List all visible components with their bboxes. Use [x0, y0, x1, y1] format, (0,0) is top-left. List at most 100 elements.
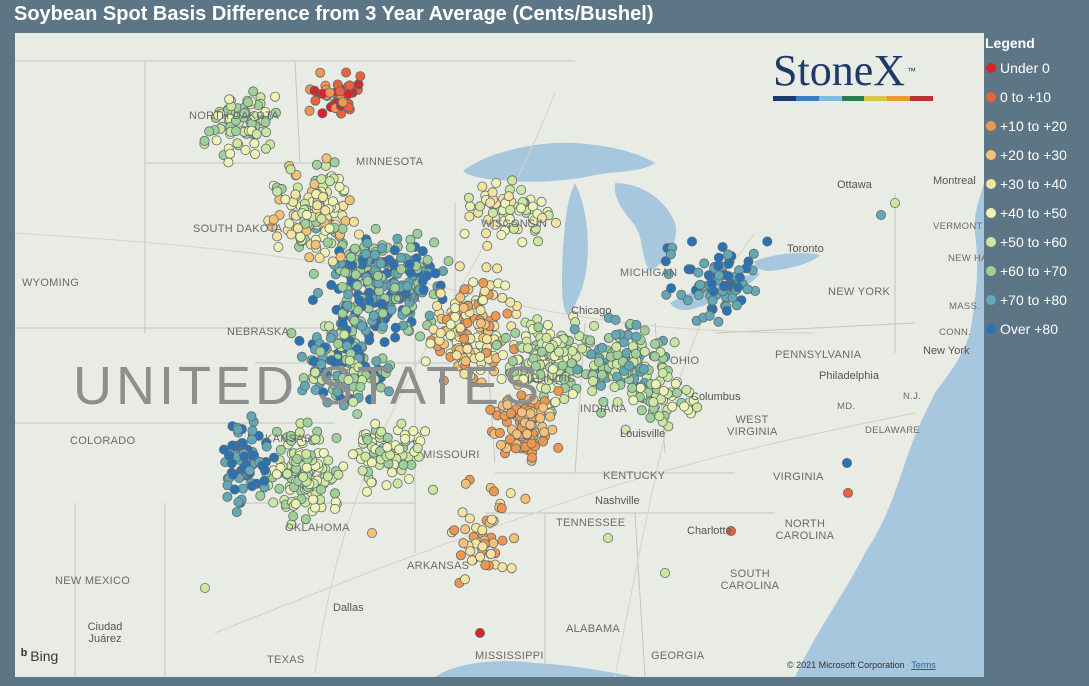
basis-point[interactable]: [635, 382, 646, 393]
basis-point[interactable]: [310, 239, 321, 250]
basis-point[interactable]: [312, 287, 323, 298]
legend-item[interactable]: +70 to +80: [984, 285, 1089, 314]
basis-point[interactable]: [731, 300, 742, 311]
basis-point[interactable]: [257, 460, 268, 471]
basis-point[interactable]: [350, 269, 361, 280]
basis-point[interactable]: [663, 269, 674, 280]
basis-point[interactable]: [343, 289, 354, 300]
basis-point[interactable]: [268, 497, 279, 508]
basis-point[interactable]: [329, 503, 340, 514]
basis-point[interactable]: [280, 194, 291, 205]
basis-point[interactable]: [337, 97, 348, 108]
basis-point[interactable]: [512, 379, 523, 390]
basis-point[interactable]: [511, 429, 522, 440]
basis-point[interactable]: [349, 243, 360, 254]
basis-point[interactable]: [506, 563, 517, 574]
basis-point[interactable]: [638, 364, 649, 375]
basis-point[interactable]: [261, 441, 272, 452]
basis-point[interactable]: [315, 346, 326, 357]
basis-point[interactable]: [304, 105, 315, 116]
basis-point[interactable]: [726, 525, 737, 536]
basis-point[interactable]: [382, 363, 393, 374]
basis-point[interactable]: [246, 434, 257, 445]
basis-point[interactable]: [333, 338, 344, 349]
basis-point[interactable]: [317, 108, 328, 119]
basis-point[interactable]: [392, 233, 403, 244]
basis-point[interactable]: [249, 111, 260, 122]
basis-point[interactable]: [530, 360, 541, 371]
basis-point[interactable]: [321, 153, 332, 164]
basis-point[interactable]: [290, 189, 301, 200]
legend-item[interactable]: +40 to +50: [984, 198, 1089, 227]
basis-point[interactable]: [505, 488, 516, 499]
basis-point[interactable]: [382, 432, 393, 443]
basis-point[interactable]: [890, 197, 901, 208]
basis-point[interactable]: [360, 451, 371, 462]
basis-point[interactable]: [459, 574, 470, 585]
basis-point[interactable]: [480, 560, 491, 571]
basis-point[interactable]: [226, 458, 237, 469]
basis-point[interactable]: [672, 387, 683, 398]
basis-point[interactable]: [323, 321, 334, 332]
basis-point[interactable]: [271, 426, 282, 437]
basis-point[interactable]: [713, 316, 724, 327]
basis-point[interactable]: [527, 452, 538, 463]
basis-point[interactable]: [230, 126, 241, 137]
basis-point[interactable]: [454, 261, 465, 272]
basis-point[interactable]: [550, 396, 561, 407]
basis-point[interactable]: [222, 491, 233, 502]
basis-point[interactable]: [369, 374, 380, 385]
basis-point[interactable]: [548, 364, 559, 375]
basis-point[interactable]: [723, 249, 734, 260]
basis-point[interactable]: [597, 342, 608, 353]
basis-point[interactable]: [459, 284, 470, 295]
basis-point[interactable]: [237, 483, 248, 494]
basis-point[interactable]: [597, 369, 608, 380]
basis-point[interactable]: [485, 404, 496, 415]
basis-point[interactable]: [488, 538, 499, 549]
basis-point[interactable]: [417, 276, 428, 287]
basis-point[interactable]: [660, 568, 671, 579]
basis-point[interactable]: [355, 381, 366, 392]
basis-point[interactable]: [324, 223, 335, 234]
basis-point[interactable]: [272, 231, 283, 242]
basis-point[interactable]: [375, 382, 386, 393]
basis-point[interactable]: [338, 461, 349, 472]
basis-point[interactable]: [337, 318, 348, 329]
basis-point[interactable]: [713, 252, 724, 263]
basis-point[interactable]: [450, 303, 461, 314]
basis-point[interactable]: [460, 356, 471, 367]
basis-point[interactable]: [692, 402, 703, 413]
basis-point[interactable]: [400, 433, 411, 444]
basis-point[interactable]: [535, 369, 546, 380]
basis-point[interactable]: [540, 383, 551, 394]
basis-point[interactable]: [588, 376, 599, 387]
basis-point[interactable]: [742, 284, 753, 295]
basis-point[interactable]: [316, 213, 327, 224]
basis-point[interactable]: [310, 367, 321, 378]
basis-point[interactable]: [286, 229, 297, 240]
basis-point[interactable]: [517, 237, 528, 248]
basis-point[interactable]: [294, 335, 305, 346]
basis-point[interactable]: [465, 546, 476, 557]
basis-point[interactable]: [260, 143, 271, 154]
basis-point[interactable]: [223, 157, 234, 168]
basis-point[interactable]: [443, 256, 454, 267]
basis-point[interactable]: [683, 264, 694, 275]
basis-point[interactable]: [669, 337, 680, 348]
basis-point[interactable]: [593, 356, 604, 367]
basis-point[interactable]: [300, 514, 311, 525]
basis-point[interactable]: [650, 379, 661, 390]
basis-point[interactable]: [465, 201, 476, 212]
basis-point[interactable]: [415, 331, 426, 342]
basis-point[interactable]: [301, 448, 312, 459]
basis-point[interactable]: [322, 397, 333, 408]
basis-point[interactable]: [459, 368, 470, 379]
basis-point[interactable]: [585, 335, 596, 346]
basis-point[interactable]: [353, 362, 364, 373]
basis-point[interactable]: [368, 310, 379, 321]
basis-point[interactable]: [260, 117, 271, 128]
basis-point[interactable]: [522, 428, 533, 439]
basis-point[interactable]: [480, 228, 491, 239]
basis-point[interactable]: [356, 321, 367, 332]
